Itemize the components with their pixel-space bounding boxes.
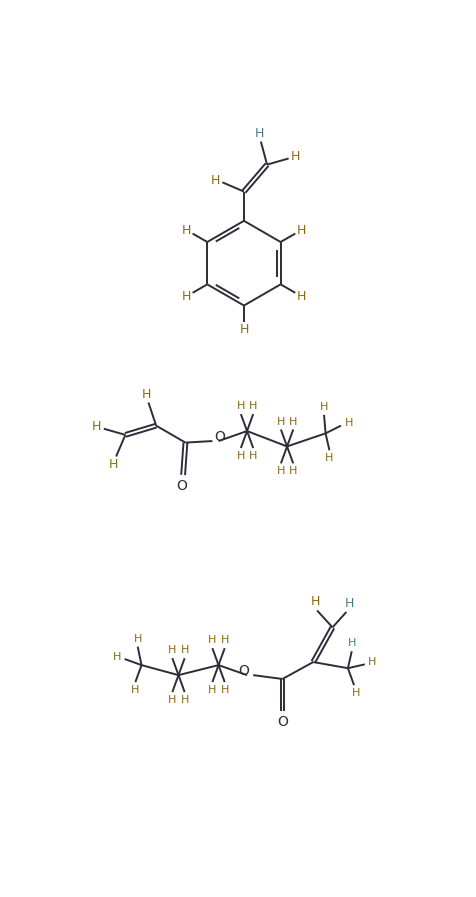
Text: O: O (176, 479, 187, 492)
Text: H: H (325, 453, 334, 463)
Text: H: H (220, 635, 229, 646)
Text: H: H (347, 638, 356, 648)
Text: H: H (277, 417, 285, 427)
Text: O: O (215, 431, 226, 444)
Text: H: H (320, 402, 328, 412)
Text: O: O (238, 664, 249, 677)
Text: H: H (297, 290, 306, 303)
Text: H: H (208, 635, 217, 646)
Text: H: H (182, 223, 191, 237)
Text: H: H (180, 646, 189, 656)
Text: H: H (289, 466, 298, 476)
Text: H: H (220, 684, 229, 695)
Text: H: H (345, 418, 353, 429)
Text: H: H (291, 150, 300, 162)
Text: H: H (211, 173, 220, 187)
Text: H: H (249, 450, 258, 461)
Text: H: H (249, 401, 258, 412)
Text: H: H (345, 597, 354, 610)
Text: H: H (311, 596, 320, 608)
Text: H: H (351, 688, 360, 698)
Text: H: H (297, 223, 306, 237)
Text: H: H (237, 401, 245, 412)
Text: H: H (208, 684, 217, 695)
Text: H: H (168, 646, 177, 656)
Text: H: H (109, 458, 118, 472)
Text: H: H (368, 657, 377, 667)
Text: H: H (255, 127, 264, 140)
Text: H: H (180, 695, 189, 705)
Text: H: H (239, 323, 248, 335)
Text: H: H (277, 466, 285, 476)
Text: H: H (289, 417, 298, 427)
Text: H: H (131, 684, 139, 695)
Text: H: H (141, 388, 151, 401)
Text: H: H (182, 290, 191, 303)
Text: H: H (133, 634, 142, 644)
Text: H: H (92, 420, 101, 433)
Text: H: H (237, 450, 245, 461)
Text: H: H (168, 695, 177, 705)
Text: H: H (113, 651, 121, 662)
Text: O: O (277, 715, 288, 729)
